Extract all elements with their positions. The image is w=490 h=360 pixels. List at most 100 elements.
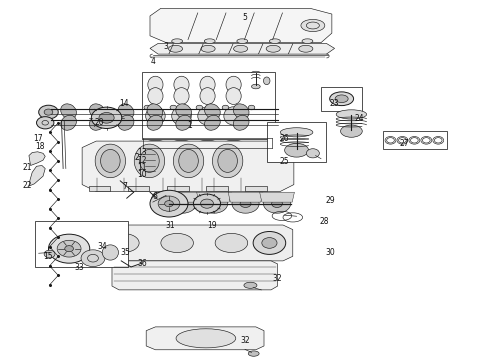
Ellipse shape [174,76,189,93]
Ellipse shape [336,110,367,119]
Text: 7: 7 [122,181,127,190]
Ellipse shape [204,39,215,44]
Polygon shape [82,141,294,192]
Ellipse shape [224,140,244,147]
Ellipse shape [147,115,163,130]
Ellipse shape [147,104,163,119]
Ellipse shape [253,231,286,255]
Ellipse shape [264,194,291,213]
Bar [167,186,189,192]
Ellipse shape [330,92,354,105]
Polygon shape [146,327,264,350]
Ellipse shape [172,140,191,147]
Ellipse shape [237,39,248,44]
Ellipse shape [200,194,228,213]
Bar [245,186,267,192]
Ellipse shape [196,105,203,110]
Ellipse shape [204,104,220,119]
Ellipse shape [118,115,134,130]
Ellipse shape [198,107,217,125]
Text: 15: 15 [44,252,53,261]
Ellipse shape [44,250,55,258]
Text: 25: 25 [279,157,289,166]
Text: 36: 36 [137,259,147,268]
Text: 6: 6 [153,192,158,201]
Ellipse shape [142,163,153,168]
Ellipse shape [61,104,76,119]
Ellipse shape [65,246,74,252]
Text: 35: 35 [121,248,130,257]
Text: 30: 30 [326,248,336,257]
Ellipse shape [201,45,215,52]
Ellipse shape [49,234,90,263]
Ellipse shape [174,88,189,104]
Ellipse shape [142,157,153,162]
Ellipse shape [198,140,217,147]
Text: 14: 14 [120,99,129,108]
Ellipse shape [61,115,76,130]
Text: 27: 27 [400,139,410,148]
Ellipse shape [153,168,159,174]
Ellipse shape [81,250,105,267]
Ellipse shape [302,39,313,44]
Ellipse shape [200,199,214,208]
Text: 10: 10 [137,170,147,179]
Ellipse shape [251,84,260,89]
Ellipse shape [146,107,165,125]
Ellipse shape [91,107,122,129]
Ellipse shape [240,200,251,207]
Ellipse shape [232,194,259,213]
Text: 18: 18 [35,142,45,151]
Polygon shape [29,152,45,166]
Bar [383,131,447,149]
Text: 4: 4 [150,57,155,66]
Ellipse shape [111,256,126,264]
Ellipse shape [95,144,125,178]
Ellipse shape [176,329,236,348]
Ellipse shape [234,45,248,52]
Ellipse shape [264,77,270,85]
Ellipse shape [224,107,244,125]
Ellipse shape [142,169,153,174]
Bar [128,186,149,192]
Ellipse shape [176,115,192,130]
Ellipse shape [90,115,105,130]
Ellipse shape [280,128,313,137]
Ellipse shape [248,105,255,110]
Ellipse shape [341,125,362,137]
Ellipse shape [140,149,159,172]
Bar [206,186,228,192]
Ellipse shape [39,105,58,119]
Ellipse shape [172,39,183,44]
Text: 29: 29 [326,197,336,206]
Ellipse shape [144,105,150,110]
Ellipse shape [200,76,215,93]
Ellipse shape [158,196,180,211]
Text: 21: 21 [22,163,31,172]
Ellipse shape [113,175,125,185]
Ellipse shape [226,76,241,93]
Ellipse shape [170,105,176,110]
Ellipse shape [335,95,348,103]
Ellipse shape [151,192,165,206]
Text: 1: 1 [187,121,192,130]
Ellipse shape [99,112,114,123]
Bar [267,122,326,162]
Text: 2: 2 [134,153,139,162]
Ellipse shape [134,144,165,178]
Text: 33: 33 [74,263,84,272]
Ellipse shape [200,88,215,104]
Ellipse shape [233,115,249,130]
Ellipse shape [153,157,159,163]
Ellipse shape [306,149,319,158]
Ellipse shape [262,238,277,248]
Text: 5: 5 [243,13,247,22]
Ellipse shape [153,162,159,168]
Polygon shape [29,166,45,186]
Ellipse shape [285,143,309,157]
Ellipse shape [299,45,313,52]
Text: 34: 34 [98,242,108,251]
Text: 32: 32 [240,336,250,345]
Text: 26: 26 [279,134,289,143]
Text: 20: 20 [95,118,104,127]
